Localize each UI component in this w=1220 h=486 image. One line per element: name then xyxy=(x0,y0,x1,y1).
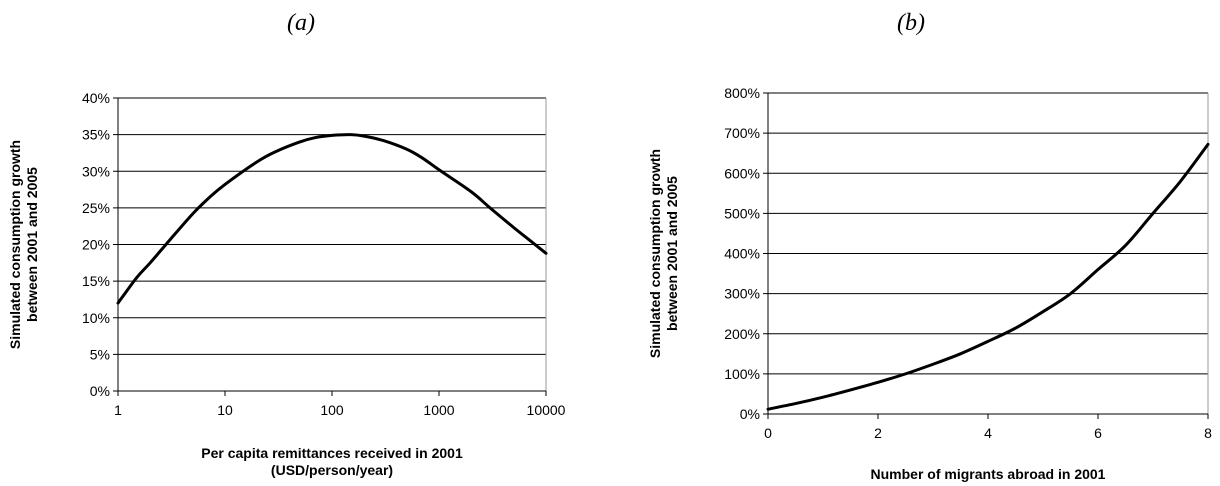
chart-a-x-tick-label: 1000 xyxy=(423,402,454,418)
chart-a-x-tick-label: 10 xyxy=(217,402,233,418)
chart-b-y-tick-label: 100% xyxy=(724,366,760,382)
chart-b-x-tick-label: 8 xyxy=(1204,425,1212,441)
chart-a-x-axis-title: Per capita remittances received in 2001 xyxy=(201,445,463,461)
panel-label-a: (a) xyxy=(287,10,315,36)
chart-a-y-tick-label: 15% xyxy=(82,273,110,289)
chart-b-y-axis-title: between 2001 and 2005 xyxy=(664,176,680,331)
chart-b-series-line xyxy=(766,142,1210,411)
chart-a-x-tick-label: 10000 xyxy=(527,402,566,418)
panel-label-b: (b) xyxy=(897,10,925,36)
chart-b-x-tick-label: 6 xyxy=(1094,425,1102,441)
chart-b-y-tick-label: 500% xyxy=(724,205,760,221)
chart-panel-a: (a) 0% 5% 10% 15% 20% 25% 30% 35% 40% 1 10 100 1000 1… xyxy=(7,10,566,478)
chart-b-y-axis-title: Simulated consumption growth xyxy=(647,149,663,358)
chart-b-y-tick-label: 600% xyxy=(724,165,760,181)
chart-a-x-axis-title: (USD/person/year) xyxy=(271,462,393,478)
chart-a-y-tick-label: 30% xyxy=(82,163,110,179)
chart-b-y-tick-label: 700% xyxy=(724,125,760,141)
chart-a-y-tick-label: 20% xyxy=(82,237,110,253)
chart-a-svg: 0% 5% 10% 15% 20% 25% 30% 35% 40% 1 10 100 1000 10000… xyxy=(7,90,566,478)
chart-b-x-tick-label: 0 xyxy=(764,425,772,441)
chart-a-y-tick-label: 40% xyxy=(82,90,110,106)
chart-a-series-line xyxy=(116,133,548,305)
chart-b-y-tick-label: 400% xyxy=(724,246,760,262)
chart-b-x-tick-label: 4 xyxy=(984,425,992,441)
chart-b-y-tick-label: 200% xyxy=(724,326,760,342)
chart-a-y-tick-label: 35% xyxy=(82,127,110,143)
chart-a-y-tick-label: 10% xyxy=(82,310,110,326)
chart-a-y-tick-label: 25% xyxy=(82,200,110,216)
chart-b-svg: 0% 100% 200% 300% 400% 500% 600% 700% 800% 0 2 4 6 8 N… xyxy=(647,85,1212,482)
chart-b-y-tick-label: 800% xyxy=(724,85,760,101)
chart-a-x-tick-label: 100 xyxy=(320,402,344,418)
chart-b-x-axis-title: Number of migrants abroad in 2001 xyxy=(871,466,1106,482)
chart-b-x-tick-label: 2 xyxy=(874,425,882,441)
chart-a-y-tick-label: 0% xyxy=(90,383,110,399)
chart-b-y-tick-label: 0% xyxy=(740,406,760,422)
chart-a-x-tick-label: 1 xyxy=(114,402,122,418)
chart-a-y-tick-label: 5% xyxy=(90,346,110,362)
chart-a-y-axis-title: between 2001 and 2005 xyxy=(24,167,40,322)
chart-b-y-tick-label: 300% xyxy=(724,286,760,302)
chart-panel-b: (b) 0% 100% 200% 300% 400% 500% 600% 700% 800% 0 2… xyxy=(610,0,1220,486)
chart-a-y-axis-title: Simulated consumption growth xyxy=(7,140,23,349)
